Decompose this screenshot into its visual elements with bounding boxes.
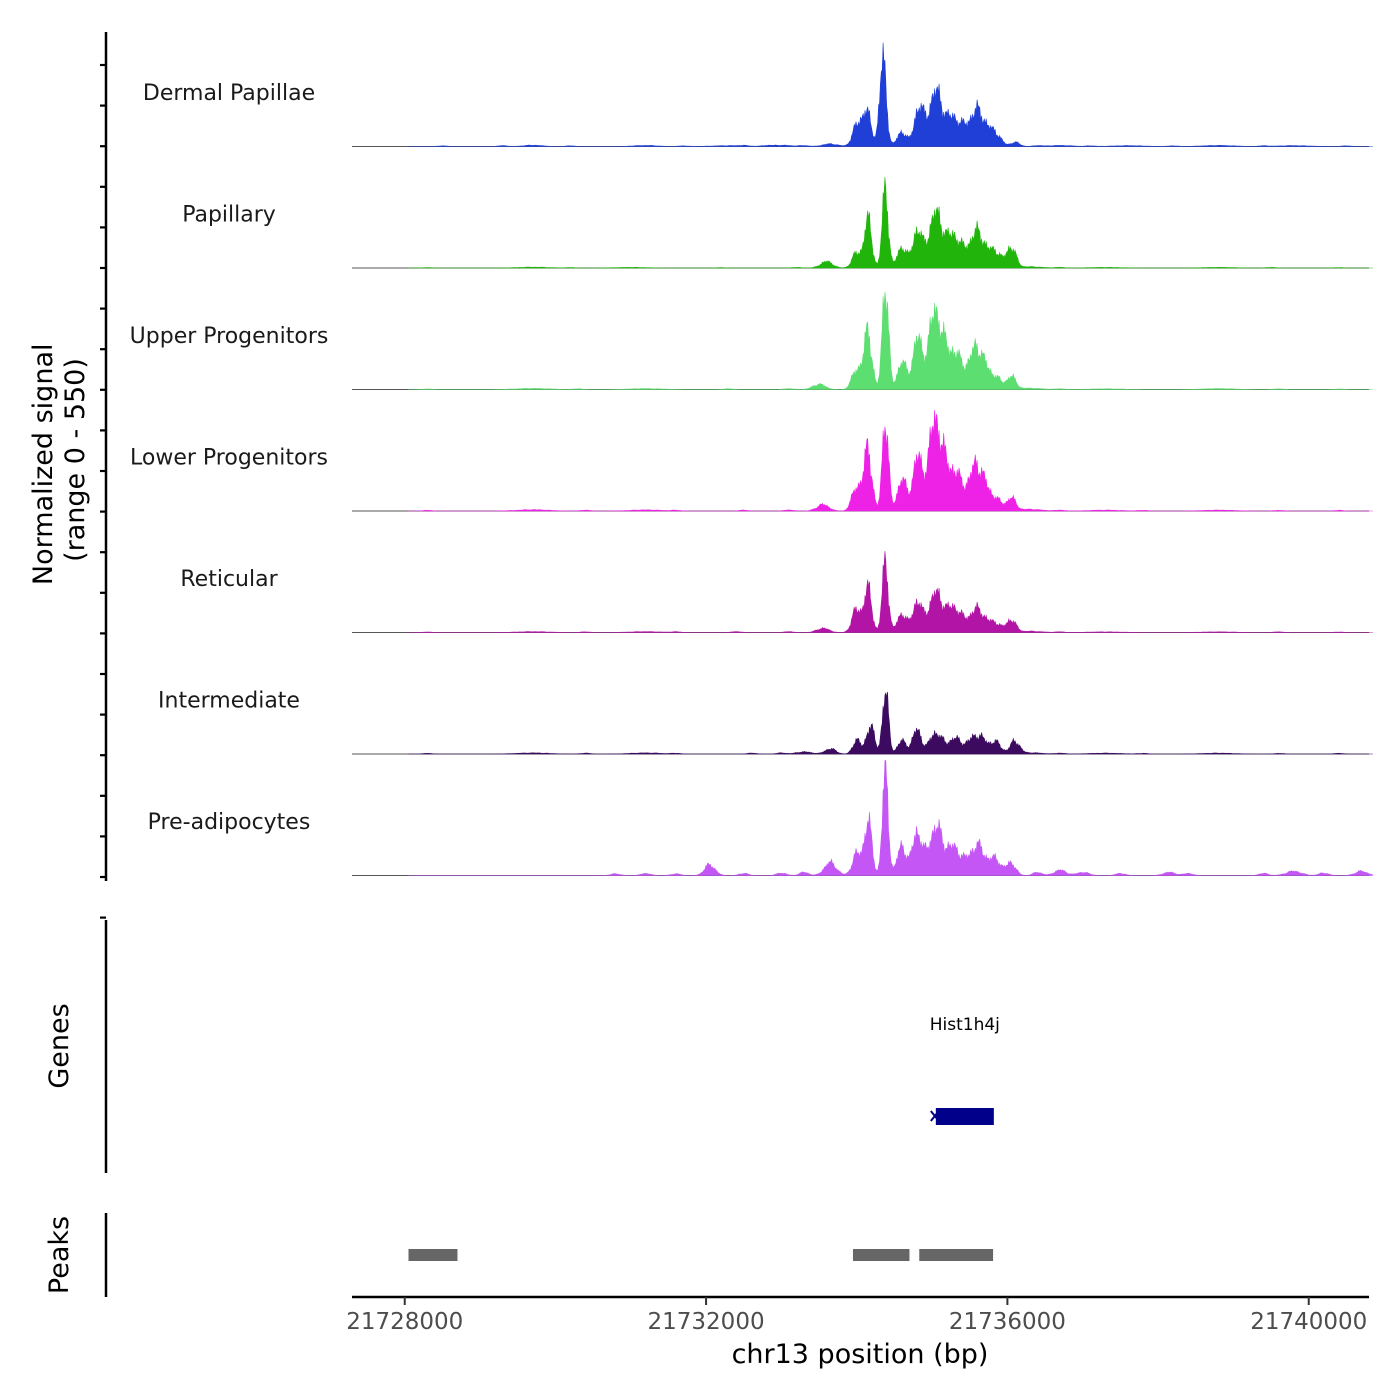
genes-track-title: Genes [44,1003,75,1088]
coverage-track-intermediate [352,691,1373,755]
signal-y-axis [100,32,108,919]
peaks-track: Peaks [44,1213,994,1297]
x-axis-title: chr13 position (bp) [732,1339,989,1370]
track-label-pre-adipocytes: Pre-adipocytes [148,810,311,835]
x-tick-label: 21732000 [648,1309,765,1335]
peak-region [408,1249,458,1261]
coverage-area [408,177,1373,269]
peak-region [852,1249,910,1261]
coverage-track-pre-adipocytes [352,760,1374,876]
track-label-intermediate: Intermediate [158,689,300,714]
signal-axis-title: Normalized signal (range 0 - 550) [28,335,91,585]
peak-region [919,1249,994,1261]
track-label-reticular: Reticular [180,567,278,592]
coverage-area [408,410,1373,512]
coverage-track-lower-progenitors [352,410,1373,512]
signal-axis-title-line2: (range 0 - 550) [60,358,91,562]
coverage-area [408,551,1373,633]
gene-strand-marker [930,1110,940,1122]
track-label-papillary: Papillary [182,203,276,228]
peaks-track-title: Peaks [44,1216,75,1294]
gene-feature [935,1108,994,1125]
coverage-track-dermal-papillae [352,42,1373,147]
coverage-area [408,691,1373,755]
coverage-area [408,760,1374,876]
coverage-track-upper-progenitors [352,292,1373,390]
x-tick-label: 21736000 [949,1309,1066,1335]
track-label-lower-progenitors: Lower Progenitors [130,446,328,471]
coverage-area [408,42,1373,147]
coverage-track-papillary [352,177,1373,269]
genes-track: Genes Hist1h4j [44,920,1000,1173]
position-x-axis: chr13 position (bp) 21728000 21732000 2173… [346,1295,1369,1370]
coverage-tracks [352,42,1374,876]
coverage-track-reticular [352,551,1373,633]
track-label-upper-progenitors: Upper Progenitors [130,324,329,349]
x-tick-label: 21740000 [1250,1309,1367,1335]
x-tick-label: 21728000 [346,1309,463,1335]
track-label-dermal-papillae: Dermal Papillae [143,81,315,106]
signal-axis-title-line1: Normalized signal [28,344,59,586]
coverage-area [408,292,1373,390]
track-labels: Dermal Papillae Papillary Upper Progenitor… [130,81,329,835]
gene-label: Hist1h4j [930,1015,1000,1035]
